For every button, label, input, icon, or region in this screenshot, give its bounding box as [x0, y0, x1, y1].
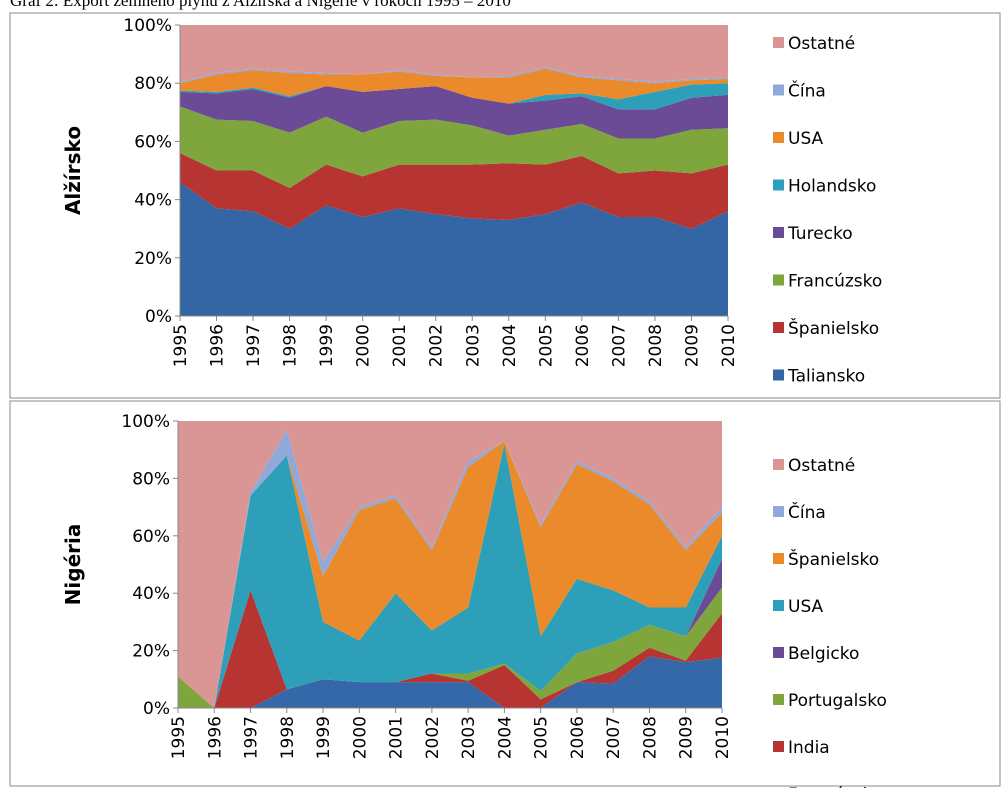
- x-tick-label: 2010: [719, 324, 739, 367]
- x-tick-label: 2004: [500, 324, 520, 367]
- area: [180, 68, 728, 104]
- area: [180, 67, 728, 84]
- legend-label: Španielsko: [788, 548, 879, 570]
- area: [178, 421, 722, 708]
- y-axis-title: Alžírsko: [61, 126, 85, 215]
- x-tick-label: 2010: [713, 716, 733, 759]
- area: [180, 86, 728, 139]
- x-tick-label: 2004: [495, 716, 515, 759]
- y-tick-label: 60%: [132, 527, 170, 547]
- x-tick-label: 2009: [677, 716, 697, 759]
- legend-swatch: [773, 179, 784, 191]
- y-tick-label: 20%: [132, 642, 170, 662]
- x-tick-label: 2001: [390, 324, 410, 367]
- x-tick-label: 2002: [427, 324, 447, 367]
- legend-label: Belgicko: [788, 644, 859, 664]
- legend-swatch: [773, 132, 784, 143]
- panel: [9, 12, 1001, 399]
- x-tick-label: 2003: [459, 716, 479, 759]
- area: [178, 590, 722, 708]
- x-tick-label: 1999: [317, 324, 337, 367]
- y-tick-label: 0%: [145, 307, 172, 327]
- x-tick-label: 1996: [208, 324, 228, 367]
- legend-label: Čína: [788, 80, 826, 102]
- area: [178, 441, 722, 708]
- panel: [9, 400, 1001, 787]
- area: [180, 153, 728, 229]
- legend-label: Ostatné: [788, 456, 855, 476]
- x-tick-label: 1999: [314, 716, 334, 759]
- area: [180, 106, 728, 188]
- legend-swatch: [773, 506, 784, 517]
- y-axis-title: Nigéria: [61, 524, 85, 606]
- y-tick-label: 0%: [143, 699, 170, 719]
- page-title: Graf 2: Export zemného plynu z Alžírska …: [10, 0, 511, 10]
- legend-label: Taliansko: [787, 367, 865, 387]
- x-tick-label: 2003: [463, 324, 483, 367]
- legend-label: Čína: [788, 501, 826, 523]
- x-tick-label: 2005: [532, 716, 552, 759]
- legend-label: Francúzsko: [788, 272, 882, 292]
- x-tick-label: 2009: [682, 324, 702, 367]
- legend-swatch: [773, 227, 784, 238]
- y-tick-label: 40%: [132, 584, 170, 604]
- x-tick-label: 1995: [171, 324, 191, 367]
- x-tick-label: 2006: [568, 716, 588, 759]
- legend-label: Ostatné: [788, 34, 855, 54]
- area: [178, 587, 722, 708]
- legend-swatch: [773, 369, 784, 381]
- legend-label: India: [788, 738, 830, 758]
- x-tick-label: 2005: [536, 324, 556, 367]
- legend-label: Turecko: [787, 224, 853, 244]
- x-tick-label: 2001: [387, 716, 407, 759]
- legend-label: USA: [788, 597, 824, 617]
- y-tick-label: 100%: [121, 412, 170, 432]
- y-tick-label: 80%: [132, 469, 170, 489]
- x-tick-label: 2002: [423, 716, 443, 759]
- y-tick-label: 100%: [123, 16, 172, 36]
- legend-label: Španielsko: [788, 317, 879, 339]
- legend-label: Portugalsko: [788, 691, 887, 711]
- x-tick-label: 1996: [205, 716, 225, 759]
- legend-label: USA: [788, 129, 824, 149]
- x-tick-label: 2008: [646, 324, 666, 367]
- y-tick-label: 40%: [134, 191, 172, 211]
- x-tick-label: 2000: [354, 324, 374, 367]
- x-tick-label: 2000: [350, 716, 370, 759]
- legend-swatch: [773, 459, 784, 470]
- legend-swatch: [773, 37, 784, 48]
- x-tick-label: 2008: [640, 716, 660, 759]
- legend-swatch: [773, 694, 784, 705]
- legend-swatch: [773, 84, 784, 96]
- legend-swatch: [773, 322, 784, 333]
- x-tick-label: 1998: [281, 324, 301, 367]
- legend-swatch: [773, 553, 784, 564]
- area: [180, 25, 728, 82]
- legend-swatch: [773, 647, 784, 658]
- x-tick-label: 1998: [278, 716, 298, 759]
- legend-swatch: [773, 600, 784, 611]
- x-tick-label: 2007: [604, 716, 624, 759]
- legend-label: Holandsko: [788, 177, 876, 197]
- y-tick-label: 20%: [134, 249, 172, 269]
- area: [178, 656, 722, 708]
- x-tick-label: 2006: [573, 324, 593, 367]
- legend-label: Francúzsko: [788, 785, 882, 788]
- x-tick-label: 1997: [244, 324, 264, 367]
- y-tick-label: 80%: [134, 74, 172, 94]
- x-tick-label: 2007: [609, 324, 629, 367]
- area: [178, 443, 722, 708]
- y-tick-label: 60%: [134, 132, 172, 152]
- legend-swatch: [773, 274, 784, 286]
- x-tick-label: 1997: [242, 716, 262, 759]
- x-tick-label: 1995: [169, 716, 189, 759]
- area: [180, 182, 728, 316]
- legend-swatch: [773, 741, 784, 752]
